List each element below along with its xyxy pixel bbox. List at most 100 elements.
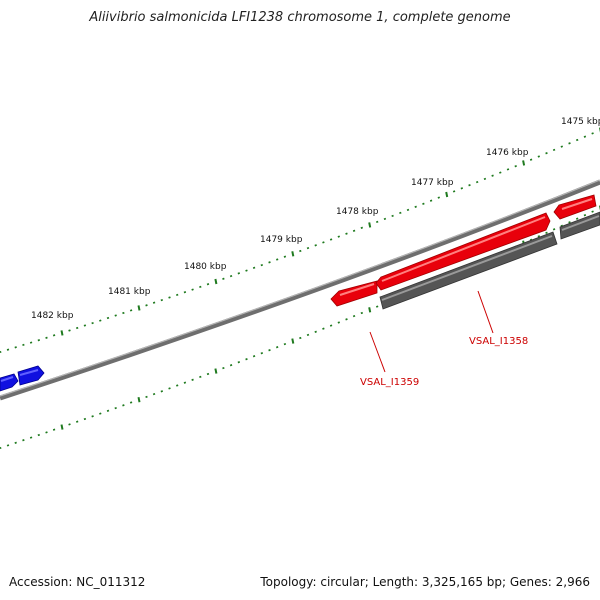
tick-label-1482: 1482 kbp bbox=[31, 311, 74, 321]
minor-tick bbox=[199, 285, 202, 289]
forward-genes bbox=[330, 194, 597, 307]
minor-tick bbox=[283, 255, 287, 258]
minor-tick bbox=[460, 187, 464, 190]
minor-tick bbox=[314, 330, 317, 333]
minor-tick bbox=[545, 231, 548, 234]
minor-tick bbox=[260, 263, 264, 267]
major-tick bbox=[214, 368, 218, 374]
minor-tick bbox=[545, 152, 548, 155]
tick-label-1478: 1478 kbp bbox=[336, 207, 379, 217]
gene-label-vsal-i1358: VSAL_I1358 bbox=[469, 336, 528, 347]
minor-tick bbox=[345, 318, 348, 321]
minor-tick bbox=[275, 258, 279, 261]
minor-tick bbox=[429, 199, 433, 202]
minor-tick bbox=[122, 404, 125, 407]
minor-tick bbox=[352, 229, 356, 232]
minor-tick bbox=[14, 441, 17, 444]
minor-tick bbox=[306, 246, 310, 250]
minor-tick bbox=[322, 241, 325, 244]
minor-tick bbox=[0, 350, 2, 354]
minor-tick bbox=[375, 220, 379, 224]
tick-label-1476: 1476 kbp bbox=[486, 148, 529, 158]
gene-blue-1 bbox=[0, 373, 19, 392]
minor-tick bbox=[437, 196, 441, 199]
minor-tick bbox=[322, 327, 325, 330]
minor-tick bbox=[83, 324, 87, 327]
tick-label-1477: 1477 kbp bbox=[411, 178, 454, 188]
minor-tick bbox=[29, 341, 33, 344]
minor-tick bbox=[106, 316, 110, 320]
minor-tick bbox=[352, 314, 356, 318]
minor-tick bbox=[152, 392, 156, 396]
minor-tick bbox=[568, 142, 571, 145]
chromosome-backbone bbox=[0, 179, 600, 401]
minor-tick bbox=[222, 366, 225, 370]
minor-tick bbox=[206, 372, 210, 376]
minor-tick bbox=[191, 288, 194, 291]
minor-tick bbox=[83, 417, 87, 421]
minor-tick bbox=[375, 305, 379, 308]
minor-tick bbox=[360, 226, 364, 229]
minor-tick bbox=[168, 296, 171, 299]
minor-tick bbox=[268, 261, 271, 264]
reverse-genes bbox=[379, 211, 600, 310]
minor-tick bbox=[329, 324, 333, 327]
minor-tick bbox=[114, 314, 117, 317]
major-tick bbox=[368, 222, 372, 228]
major-tick bbox=[445, 191, 449, 198]
minor-tick bbox=[275, 346, 279, 349]
minor-tick bbox=[499, 171, 502, 174]
minor-tick bbox=[237, 272, 241, 275]
major-tick bbox=[522, 160, 526, 166]
minor-tick bbox=[237, 361, 241, 364]
minor-tick bbox=[329, 238, 333, 241]
tick-label-1481: 1481 kbp bbox=[108, 287, 151, 297]
minor-tick bbox=[106, 409, 110, 412]
minor-tick bbox=[191, 378, 194, 381]
minor-tick bbox=[183, 381, 187, 384]
minor-tick bbox=[299, 336, 302, 340]
minor-tick bbox=[568, 221, 571, 224]
gene-label-vsal-i1359: VSAL_I1359 bbox=[360, 377, 419, 388]
minor-tick bbox=[575, 138, 579, 142]
minor-tick bbox=[422, 202, 425, 205]
major-tick bbox=[291, 251, 295, 257]
minor-tick bbox=[52, 428, 56, 431]
minor-tick bbox=[0, 446, 2, 450]
minor-tick bbox=[552, 148, 556, 152]
minor-tick bbox=[99, 412, 102, 415]
minor-tick bbox=[22, 343, 25, 347]
minor-tick bbox=[575, 217, 579, 220]
minor-tick bbox=[14, 346, 17, 349]
minor-tick bbox=[360, 311, 364, 315]
minor-tick bbox=[260, 352, 264, 355]
minor-tick bbox=[252, 266, 256, 269]
minor-tick bbox=[583, 214, 587, 217]
leader-line-vsal-i1359 bbox=[369, 331, 386, 373]
minor-tick bbox=[529, 158, 533, 161]
major-tick bbox=[60, 330, 64, 336]
minor-tick bbox=[129, 401, 133, 404]
minor-tick bbox=[45, 431, 48, 434]
minor-tick bbox=[514, 165, 517, 168]
major-tick bbox=[291, 338, 295, 344]
leader-line-vsal-i1358 bbox=[477, 290, 494, 334]
minor-tick bbox=[75, 326, 79, 330]
minor-tick bbox=[229, 364, 233, 367]
map-title: Aliivibrio salmonicida LFI1238 chromosom… bbox=[89, 10, 511, 25]
minor-tick bbox=[222, 277, 225, 280]
minor-tick bbox=[306, 333, 310, 337]
other-genes bbox=[0, 365, 45, 392]
minor-tick bbox=[75, 420, 79, 423]
minor-tick bbox=[229, 274, 233, 278]
minor-tick bbox=[99, 319, 102, 322]
minor-tick bbox=[399, 211, 402, 215]
minor-tick bbox=[45, 336, 48, 339]
major-tick bbox=[137, 305, 141, 311]
minor-tick bbox=[68, 423, 71, 426]
tick-label-1479: 1479 kbp bbox=[260, 235, 303, 245]
minor-tick bbox=[414, 205, 417, 208]
minor-tick bbox=[383, 217, 387, 221]
minor-tick bbox=[468, 184, 471, 187]
